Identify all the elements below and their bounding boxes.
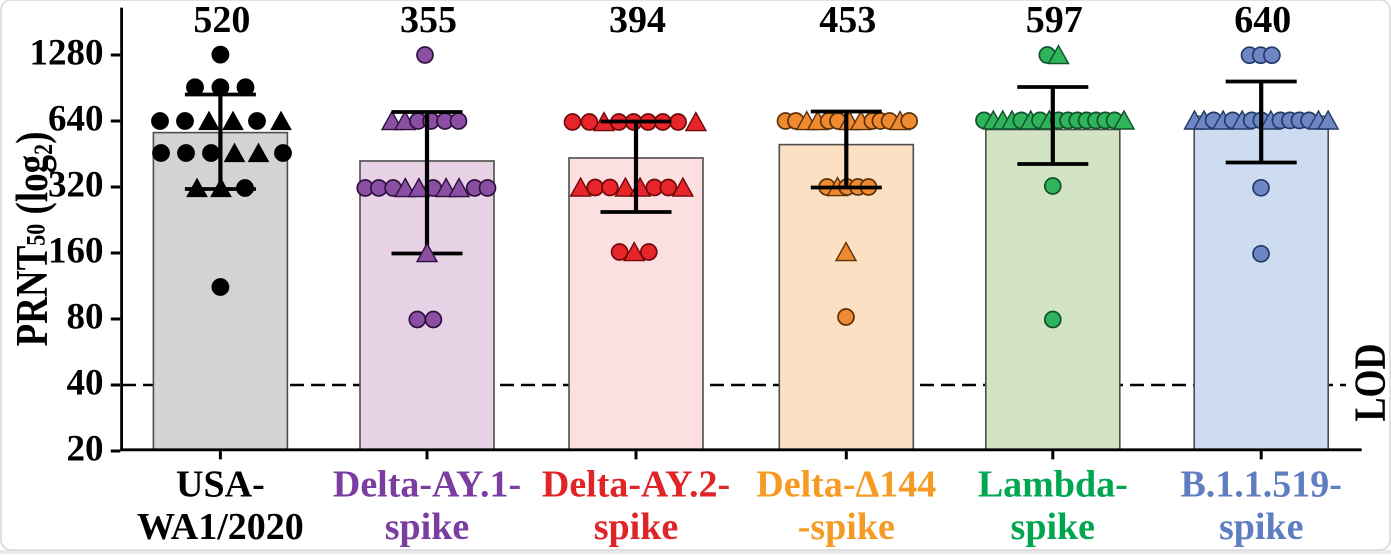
svg-text:597: 597 <box>1026 0 1083 41</box>
svg-text:spike: spike <box>594 506 678 548</box>
svg-text:-spike: -spike <box>798 506 895 548</box>
svg-text:B.1.1.519-: B.1.1.519- <box>1180 464 1342 506</box>
svg-text:USA-: USA- <box>176 464 265 506</box>
svg-text:1280: 1280 <box>30 33 104 74</box>
svg-text:Delta-AY.1-: Delta-AY.1- <box>333 464 521 506</box>
svg-text:20: 20 <box>67 429 104 470</box>
svg-text:Delta-AY.2-: Delta-AY.2- <box>542 464 730 506</box>
svg-text:520: 520 <box>193 0 250 41</box>
svg-text:394: 394 <box>609 0 666 41</box>
svg-text:320: 320 <box>48 165 104 206</box>
svg-text:453: 453 <box>819 0 876 41</box>
svg-text:LOD: LOD <box>1345 344 1391 422</box>
svg-text:Delta-Δ144: Delta-Δ144 <box>756 464 936 506</box>
svg-text:40: 40 <box>67 363 104 404</box>
svg-text:spike: spike <box>1219 506 1303 548</box>
svg-text:spike: spike <box>385 506 469 548</box>
svg-text:640: 640 <box>48 99 104 140</box>
svg-text:640: 640 <box>1234 0 1291 41</box>
svg-text:160: 160 <box>48 231 104 272</box>
svg-text:spike: spike <box>1011 506 1095 548</box>
svg-text:Lambda-: Lambda- <box>978 464 1128 506</box>
svg-text:80: 80 <box>67 297 104 338</box>
svg-text:355: 355 <box>400 0 457 41</box>
svg-text:WA1/2020: WA1/2020 <box>137 506 304 548</box>
